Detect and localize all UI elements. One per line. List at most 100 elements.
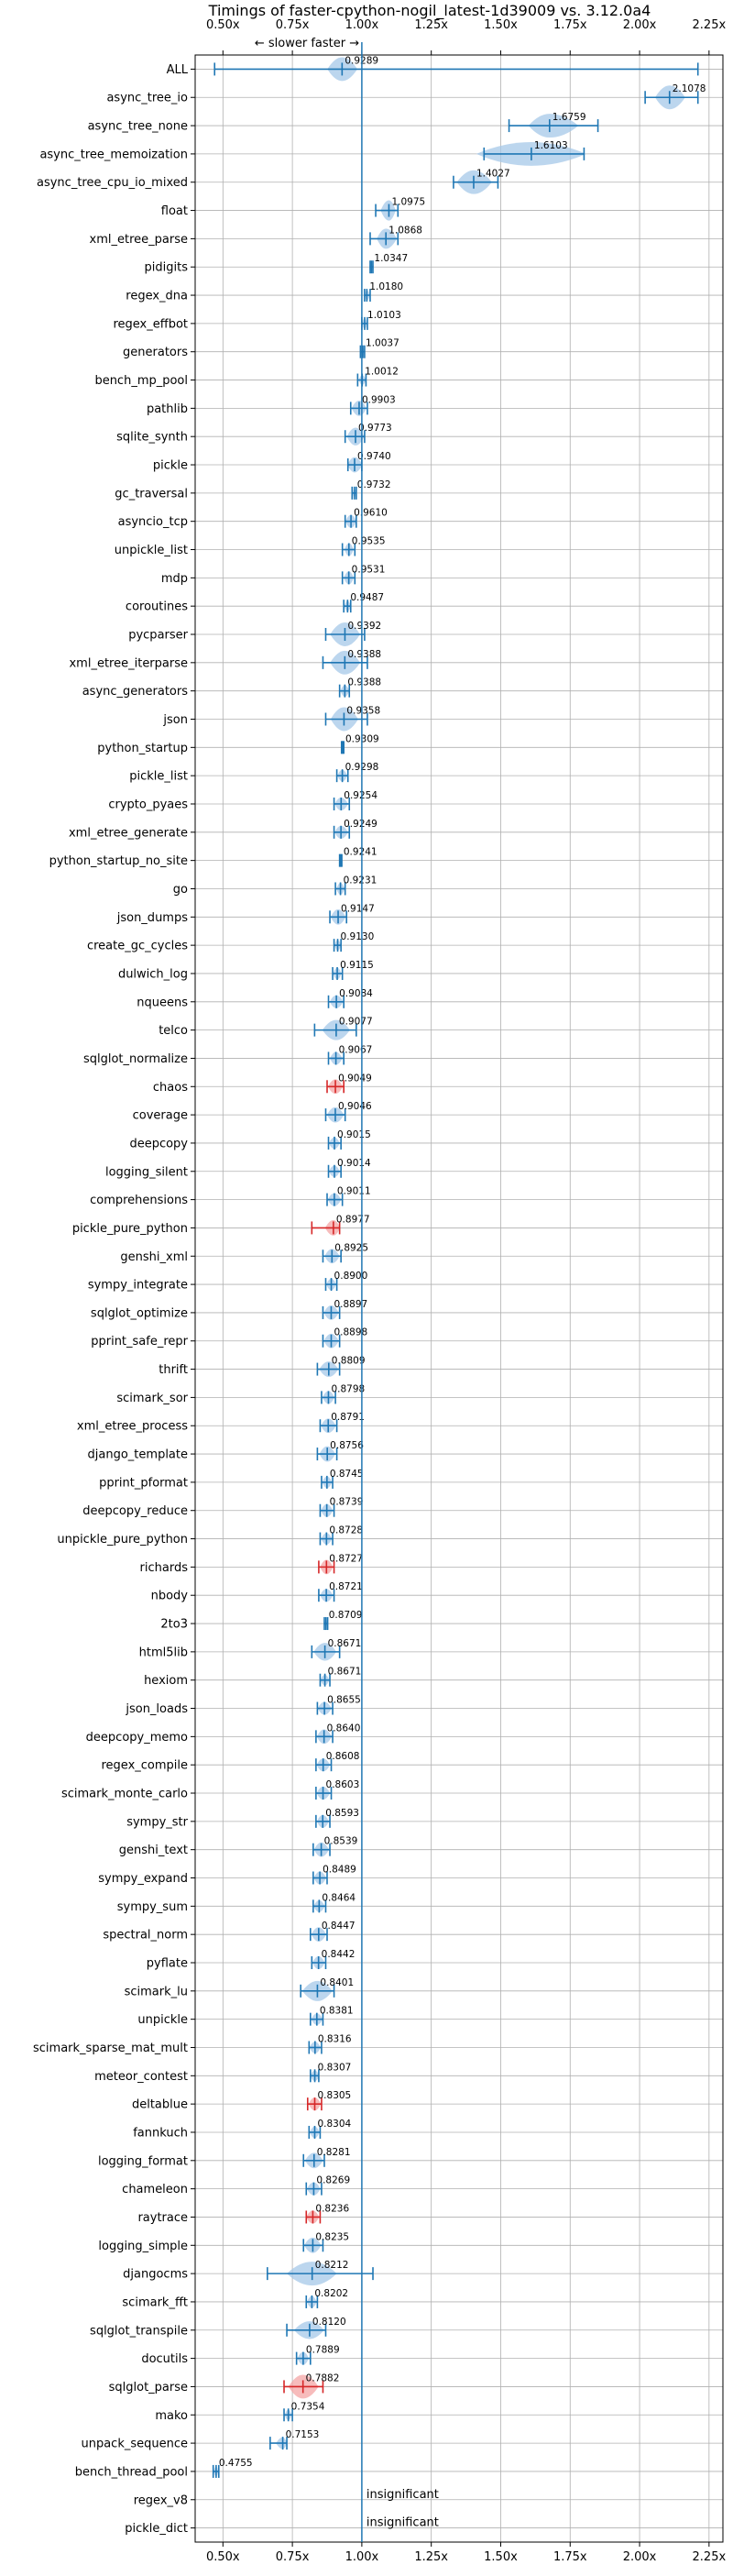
benchmark-label: async_tree_io xyxy=(106,92,188,105)
value-label: 0.8447 xyxy=(322,1921,356,1932)
value-label: 0.8925 xyxy=(334,1242,368,1253)
benchmark-label: django_template xyxy=(88,1448,188,1462)
insignificant-label: insignificant xyxy=(366,2488,439,2502)
bottom-tick-label: 1.25x xyxy=(414,2550,448,2564)
value-label: 0.9014 xyxy=(337,1158,371,1169)
benchmark-label: scimark_lu xyxy=(125,1985,188,1998)
value-label: 0.8401 xyxy=(320,1977,354,1988)
benchmark-label: unpack_sequence xyxy=(81,2438,188,2451)
benchmark-label: async_tree_memoization xyxy=(39,148,188,161)
benchmark-label: comprehensions xyxy=(90,1194,188,1207)
benchmark-label: nqueens xyxy=(137,996,188,1009)
value-label: 0.9049 xyxy=(338,1073,372,1084)
benchmark-label: json xyxy=(162,713,188,727)
value-label: 0.8539 xyxy=(324,1836,358,1847)
violin-marks xyxy=(212,57,699,2478)
value-label: 0.8897 xyxy=(334,1299,367,1310)
benchmark-label: pyflate xyxy=(147,1956,188,1970)
value-label: 0.9147 xyxy=(341,903,375,914)
benchmark-label: sqlglot_optimize xyxy=(91,1306,188,1320)
benchmark-label: regex_v8 xyxy=(134,2493,188,2507)
value-label: 0.8798 xyxy=(331,1383,365,1394)
benchmark-label: coroutines xyxy=(126,600,188,614)
value-label: 0.9254 xyxy=(344,790,377,801)
value-label: 0.8977 xyxy=(336,1214,370,1225)
value-label: 1.0103 xyxy=(367,310,401,321)
benchmark-label: pickle_list xyxy=(129,770,188,784)
value-label: 0.9249 xyxy=(344,819,377,830)
benchmark-label: pidigits xyxy=(145,261,189,275)
value-label: 2.1078 xyxy=(673,83,706,94)
benchmark-label: async_generators xyxy=(82,685,189,699)
bottom-axis: 0.50x 0.75x 1.00x 1.25x 1.50x 1.75x 2.00x 2.25x xyxy=(206,2542,726,2564)
benchmark-label: chameleon xyxy=(122,2183,188,2196)
value-label: 0.8202 xyxy=(314,2288,348,2299)
insignificant-label: insignificant xyxy=(366,2516,439,2530)
value-label: 0.9130 xyxy=(341,931,375,942)
bottom-tick-label: 1.50x xyxy=(484,2550,518,2564)
value-label: 0.8305 xyxy=(318,2090,352,2101)
benchmark-label: xml_etree_process xyxy=(77,1420,188,1434)
value-label: 0.8745 xyxy=(330,1469,364,1480)
value-label: 0.9115 xyxy=(340,960,374,971)
top-tick-label: 1.50x xyxy=(484,18,518,32)
benchmark-label: thrift xyxy=(159,1363,188,1377)
benchmark-label: regex_dna xyxy=(126,290,188,303)
benchmark-label: sympy_str xyxy=(126,1815,188,1829)
value-label: 0.8235 xyxy=(315,2231,349,2242)
value-label: 0.9067 xyxy=(339,1044,373,1055)
value-label: 0.8721 xyxy=(329,1581,363,1592)
value-label: 0.8809 xyxy=(332,1356,366,1367)
benchmark-label: genshi_text xyxy=(119,1844,188,1857)
bottom-tick-label: 2.00x xyxy=(623,2550,657,2564)
benchmark-label: pprint_safe_repr xyxy=(91,1335,188,1349)
value-label: 1.0012 xyxy=(365,367,399,378)
benchmark-label: sympy_expand xyxy=(98,1872,188,1886)
benchmark-labels: ALL async_tree_io async_tree_none async_tre… xyxy=(33,63,195,2536)
benchmark-label: sqlite_synth xyxy=(116,431,188,445)
value-label: 0.8269 xyxy=(316,2175,350,2186)
benchmark-label: async_tree_none xyxy=(88,120,188,134)
value-label: 0.9077 xyxy=(339,1017,373,1028)
bottom-tick-label: 1.00x xyxy=(345,2550,379,2564)
top-tick-label: 1.75x xyxy=(553,18,587,32)
bottom-tick-label: 1.75x xyxy=(553,2550,587,2564)
benchmark-label: go xyxy=(173,883,188,897)
direction-label: ← slower faster → xyxy=(255,37,359,50)
benchmark-label: gc_traversal xyxy=(115,487,188,501)
value-label: 0.9388 xyxy=(347,677,381,688)
benchmark-label: pickle xyxy=(153,459,188,473)
value-label: 0.7889 xyxy=(306,2345,340,2356)
value-label: 0.8608 xyxy=(326,1751,360,1762)
value-label: 0.9732 xyxy=(357,479,391,490)
value-label: 0.9015 xyxy=(337,1129,371,1140)
benchmark-label: fannkuch xyxy=(133,2126,188,2140)
benchmark-label: richards xyxy=(140,1561,189,1575)
value-label: 0.9610 xyxy=(354,508,388,519)
value-label: 0.4755 xyxy=(219,2458,253,2469)
benchmark-label: deepcopy_memo xyxy=(86,1731,188,1745)
value-label: 0.9046 xyxy=(338,1101,372,1112)
benchmark-label: xml_etree_parse xyxy=(90,233,188,247)
benchmark-label: xml_etree_generate xyxy=(69,826,188,840)
benchmark-label: generators xyxy=(123,346,188,359)
value-label: 0.9903 xyxy=(362,394,396,405)
value-label: 0.9241 xyxy=(344,847,377,858)
value-label: 0.9084 xyxy=(339,988,373,999)
value-label: 0.8671 xyxy=(328,1667,362,1678)
value-label: 0.7153 xyxy=(286,2429,320,2440)
value-label: 0.8709 xyxy=(329,1610,363,1621)
benchmark-label: genshi_xml xyxy=(120,1250,188,1264)
value-label: 1.0037 xyxy=(366,338,399,349)
benchmark-label: scimark_monte_carlo xyxy=(61,1788,188,1801)
value-label: 1.0347 xyxy=(374,253,408,264)
benchmark-label: ALL xyxy=(167,63,189,77)
benchmark-label: dulwich_log xyxy=(118,967,188,981)
value-label: 0.8307 xyxy=(318,2062,352,2073)
value-label: 0.9231 xyxy=(344,875,377,886)
value-label: 0.9535 xyxy=(352,536,386,547)
value-label: 0.8381 xyxy=(320,2006,354,2017)
value-label: 1.0975 xyxy=(391,197,425,208)
value-label: 0.9487 xyxy=(350,592,384,603)
value-label: 0.9740 xyxy=(357,451,391,462)
